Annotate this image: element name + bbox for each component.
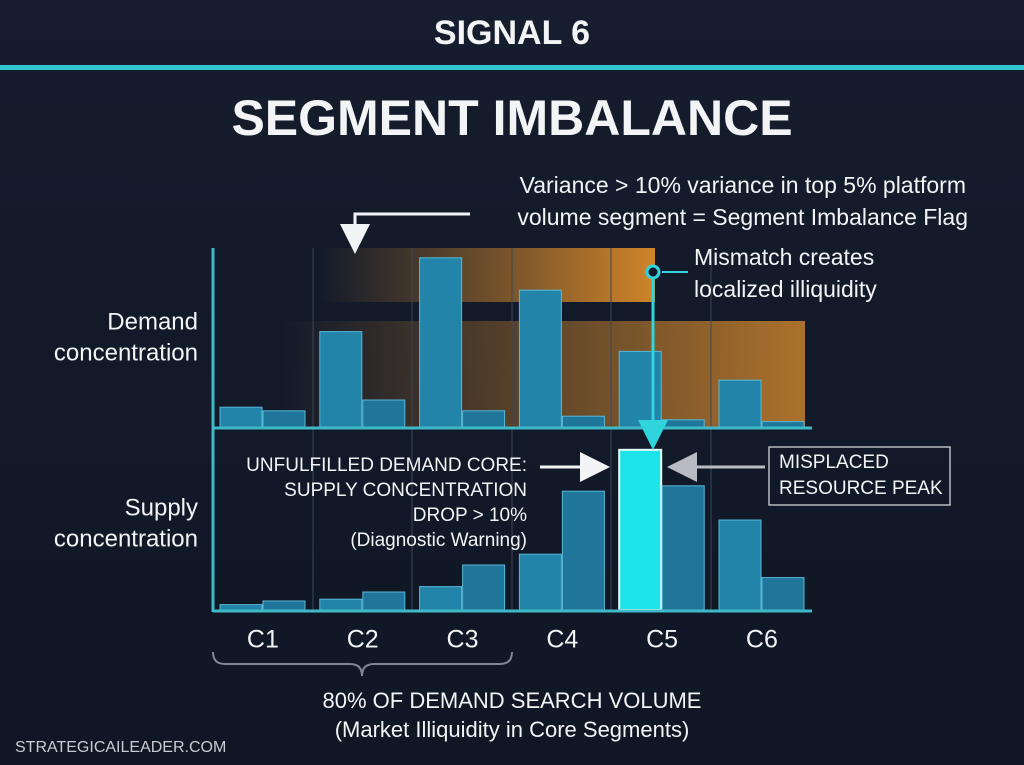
bar <box>319 331 363 428</box>
bar <box>618 448 663 611</box>
x-tick-label: C6 <box>746 626 778 654</box>
annotation: Mismatch creates <box>694 244 874 270</box>
annotation: localized illiquidity <box>694 276 877 302</box>
bar <box>518 553 562 611</box>
bar <box>561 490 605 611</box>
bars <box>219 257 805 611</box>
bar <box>718 519 762 611</box>
bar <box>518 289 562 428</box>
x-tick-label: C3 <box>447 626 479 654</box>
footer: STRATEGICAILEADER.COM <box>15 739 226 756</box>
x-tick-label: C2 <box>347 626 379 654</box>
bar <box>362 399 406 428</box>
annotation: RESOURCE PEAK <box>779 478 943 499</box>
bracket <box>212 651 513 677</box>
bar <box>319 598 363 611</box>
annotation: Variance > 10% variance in top 5% platfo… <box>520 172 966 198</box>
bar <box>219 604 263 611</box>
bar <box>761 421 805 428</box>
annotation: SUPPLY CONCENTRATION <box>284 480 527 501</box>
bar <box>419 586 463 611</box>
bar <box>761 577 805 611</box>
axes <box>211 248 812 613</box>
bar <box>618 350 662 428</box>
annotation: (Market Illiquidity in Core Segments) <box>335 717 690 742</box>
title: SEGMENT IMBALANCE <box>231 90 792 146</box>
x-tick-label: C5 <box>646 626 678 654</box>
bar <box>661 485 705 611</box>
panel-label: concentration <box>54 339 198 366</box>
dot <box>645 264 661 280</box>
arrow <box>340 212 470 254</box>
annotation: (Diagnostic Warning) <box>350 530 527 551</box>
divider <box>0 65 1024 70</box>
annotation: volume segment = Segment Imbalance Flag <box>517 204 968 230</box>
kicker: SIGNAL 6 <box>434 14 590 52</box>
bar <box>362 591 406 611</box>
bar <box>718 379 762 428</box>
panel-label: Demand <box>107 308 198 335</box>
bar <box>262 410 306 428</box>
bar <box>661 419 705 428</box>
bar <box>462 410 506 428</box>
annotation: UNFULFILLED DEMAND CORE: <box>246 455 527 476</box>
annotation: MISPLACED <box>779 452 889 473</box>
panel-label: Supply <box>125 494 198 521</box>
bar <box>561 415 605 428</box>
bar <box>462 564 506 611</box>
annotation: 80% OF DEMAND SEARCH VOLUME <box>323 688 702 713</box>
bar <box>219 406 263 428</box>
panel-label: concentration <box>54 525 198 552</box>
annotation: DROP > 10% <box>413 505 527 526</box>
x-tick-label: C1 <box>247 626 279 654</box>
category-labels: C1 C2 C3 C4 C5 C6 <box>247 626 778 654</box>
mismatch-band <box>320 248 655 302</box>
bar <box>262 600 306 611</box>
bar <box>419 257 463 428</box>
callout-box <box>768 446 951 506</box>
x-tick-label: C4 <box>546 626 578 654</box>
